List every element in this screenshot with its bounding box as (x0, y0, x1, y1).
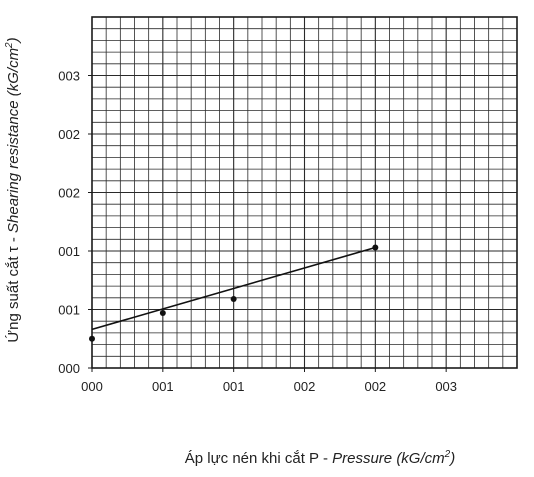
trendline-layer (91, 246, 376, 331)
y-axis-title-prefix: Ứng suất cắt τ - (5, 233, 22, 343)
y-tick-label: 001 (58, 303, 80, 318)
x-tick-label: 000 (81, 379, 103, 394)
x-axis-title-superscript: 2 (444, 449, 451, 460)
data-point (89, 335, 95, 342)
x-axis-title-suffix: ) (448, 450, 455, 467)
y-axis-title-suffix: ) (5, 37, 22, 44)
y-tick-label: 002 (58, 186, 80, 201)
y-tick-labels: 000 001 001 002 002 003 (58, 69, 80, 377)
y-axis-title-italic: Shearing resistance (kG/cm (5, 48, 22, 233)
x-tick-labels: 000 001 001 002 002 003 (81, 379, 457, 394)
x-tick-label: 003 (435, 379, 457, 394)
data-points-layer (89, 244, 379, 342)
x-axis-title-prefix: Áp lực nén khi cắt P - (185, 450, 332, 467)
y-tick-label: 002 (58, 127, 80, 142)
x-tick-label: 002 (294, 379, 316, 394)
y-tick-label: 003 (58, 69, 80, 84)
trendline (91, 246, 376, 331)
plot-frame (88, 16, 518, 372)
data-point (230, 295, 237, 302)
x-tick-label: 001 (223, 379, 245, 394)
y-tick-label: 000 (58, 361, 80, 376)
x-tick-label: 001 (152, 379, 174, 394)
data-point (372, 244, 379, 251)
grid-layer (92, 17, 517, 368)
y-axis-title: Ứng suất cắt τ - Shearing resistance (kG… (4, 37, 22, 342)
y-tick-label: 001 (58, 244, 80, 259)
data-point (159, 310, 166, 317)
x-tick-label: 002 (364, 379, 386, 394)
x-axis-title: Áp lực nén khi cắt P - Pressure (kG/cm2) (185, 449, 455, 467)
y-axis-title-superscript: 2 (4, 42, 15, 49)
x-axis-title-italic: Pressure (kG/cm (332, 450, 445, 467)
